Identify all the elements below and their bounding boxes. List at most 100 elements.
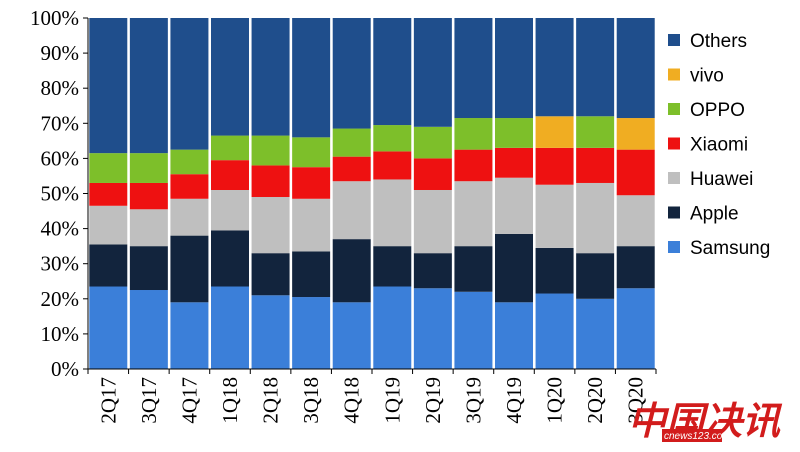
x-tick-label: 3Q20 [624,377,648,424]
bar-segment-huawei-2q19 [413,189,452,254]
bar-segment-oppo-1q19 [373,125,412,152]
y-tick-label: 20% [41,287,80,311]
bar-segment-oppo-1q18 [211,135,249,161]
bar-segment-oppo-4q19 [495,118,533,148]
y-tick-label: 60% [41,146,80,170]
bar-segment-oppo-2q17 [89,153,128,183]
bar-segment-oppo-2q20 [576,116,615,148]
bar-segment-oppo-3q19 [454,118,493,150]
y-tick-label: 80% [41,76,80,100]
bar-segment-samsung-3q19 [454,291,493,369]
bar-segment-xiaomi-3q17 [129,182,168,210]
bar-segment-xiaomi-2q20 [576,147,615,183]
bar-segment-apple-1q20 [535,247,574,294]
x-tick-label: 3Q19 [461,377,485,424]
legend-swatch-samsung [668,241,680,253]
x-tick-label: 3Q18 [299,377,323,424]
bar-segment-huawei-3q20 [616,195,655,247]
bar-segment-samsung-1q19 [373,286,412,369]
x-tick-label: 2Q20 [583,377,607,424]
y-tick-label: 70% [41,111,80,135]
y-tick-label: 90% [41,41,80,65]
bar-segment-apple-3q20 [616,246,655,289]
y-tick-label: 10% [41,322,80,346]
y-tick-label: 50% [41,182,80,206]
watermark-sub-bg [662,429,722,442]
bar-segment-samsung-4q19 [495,302,533,369]
bar-segment-oppo-2q19 [413,126,452,159]
x-tick-label: 4Q17 [177,377,201,424]
bar-segment-huawei-3q17 [129,209,168,247]
legend-swatch-xiaomi [668,137,680,150]
legend-swatch-huawei [668,172,680,184]
bar-segment-oppo-2q18 [251,135,290,166]
bar-segment-oppo-4q17 [170,149,209,175]
x-tick-label: 1Q20 [543,377,567,424]
legend-swatch-apple [668,206,680,219]
bar-segment-huawei-4q18 [332,181,371,240]
bar-segment-others-3q19 [454,18,493,119]
watermark-logo: 中国决讯 cnews123.com [628,401,783,443]
bar-segment-others-2q19 [413,18,452,127]
bar-segment-apple-4q19 [495,233,533,303]
bar-segment-samsung-3q17 [129,290,168,369]
bar-segment-huawei-1q19 [373,179,412,247]
bar-segment-others-2q18 [251,18,290,136]
bar-segment-apple-2q17 [89,244,128,287]
legend-label-xiaomi: Xiaomi [690,135,748,156]
legend-label-vivo: vivo [690,66,724,87]
bar-segment-xiaomi-3q19 [454,149,493,182]
legend: Others vivo OPPO Xiaomi Huawei Apple Samsung [668,31,770,259]
bar-segment-samsung-2q18 [251,295,290,369]
legend-label-others: Others [690,31,747,52]
bar-segment-samsung-4q18 [332,302,371,369]
bar-segment-xiaomi-1q20 [535,147,574,185]
legend-label-samsung: Samsung [690,238,770,259]
bar-segment-others-1q20 [535,18,574,117]
bar-segment-others-1q18 [211,18,249,136]
bar-segment-xiaomi-3q18 [292,167,331,199]
legend-swatch-oppo [668,103,680,115]
bar-segment-xiaomi-3q20 [616,149,655,196]
bar-segment-samsung-3q18 [292,297,331,369]
legend-swatch-vivo [668,68,680,81]
x-tick-label: 1Q19 [380,377,404,424]
legend-label-huawei: Huawei [690,169,753,190]
y-tick-label: 0% [51,357,79,381]
bar-segment-apple-3q17 [129,246,168,291]
bar-segment-xiaomi-2q18 [251,165,290,198]
x-tick-label: 2Q19 [421,377,445,424]
bar-segment-oppo-3q18 [292,137,331,168]
bar-segment-apple-2q19 [413,253,452,289]
bar-segment-samsung-2q20 [576,298,615,369]
bar-segment-xiaomi-1q19 [373,151,412,180]
bar-segment-xiaomi-4q17 [170,174,209,199]
bar-segment-huawei-2q20 [576,182,615,254]
bar-segment-others-4q17 [170,18,209,150]
legend-label-apple: Apple [690,204,739,225]
bar-segment-xiaomi-2q17 [89,182,128,206]
bar-segment-apple-3q18 [292,251,331,298]
bar-segment-oppo-4q18 [332,128,371,157]
bar-segment-xiaomi-2q19 [413,158,452,190]
bar-segment-samsung-3q20 [616,288,655,369]
x-tick-label: 2Q17 [96,377,120,424]
bar-segment-huawei-3q18 [292,198,331,252]
bar-segment-apple-1q18 [211,230,249,287]
bar-segment-others-3q17 [129,18,168,154]
y-tick-label: 30% [41,252,80,276]
bar-segment-others-2q20 [576,18,615,117]
bar-segment-samsung-2q17 [89,286,128,369]
bar-segment-apple-3q19 [454,246,493,292]
bar-segment-others-2q17 [89,18,128,154]
bar-segment-samsung-4q17 [170,302,209,369]
x-tick-label: 3Q17 [137,377,161,424]
bar-segment-huawei-1q20 [535,184,574,248]
bar-segment-others-4q19 [495,18,533,119]
x-tick-label: 1Q18 [218,377,242,424]
bar-segment-oppo-3q17 [129,153,168,183]
bar-segment-others-3q20 [616,18,655,119]
y-tick-label: 40% [41,217,80,241]
bar-segment-xiaomi-4q18 [332,156,371,182]
